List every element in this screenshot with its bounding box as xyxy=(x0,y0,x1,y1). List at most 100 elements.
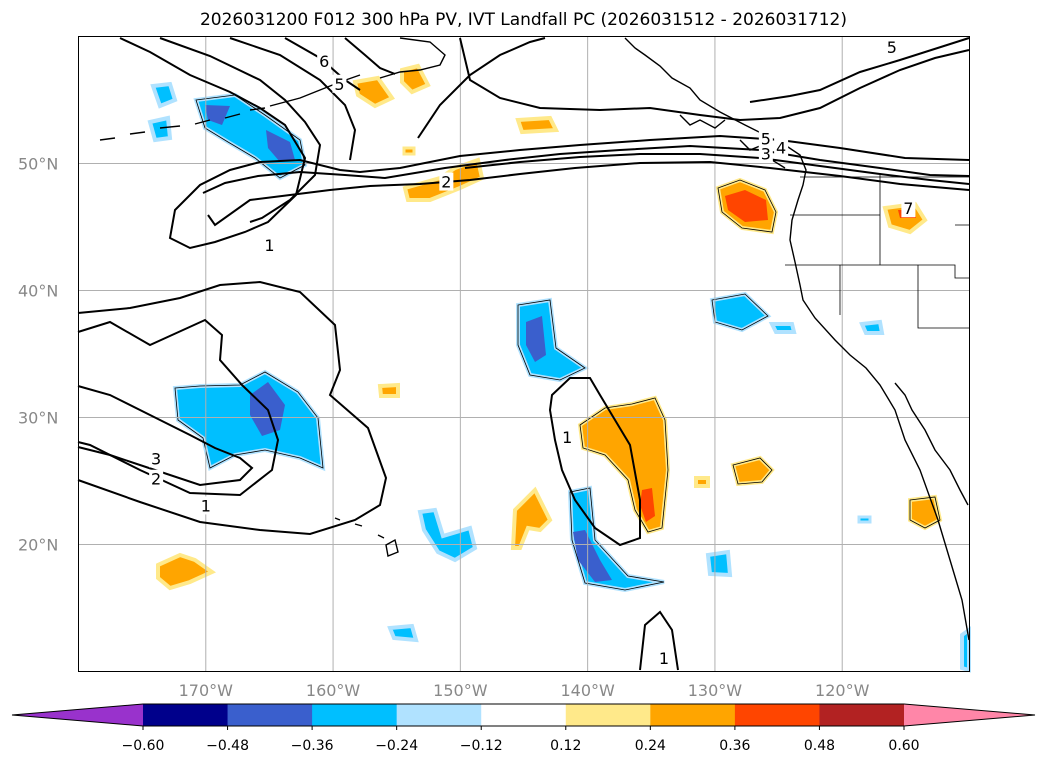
pv-contour-label: 1 xyxy=(562,428,572,447)
pv-contour-label: 2 xyxy=(151,470,161,489)
aleutians xyxy=(99,107,266,141)
ivt-shading xyxy=(147,63,971,673)
state-borders xyxy=(785,175,969,329)
colorbar-tick-label: −0.12 xyxy=(459,738,503,754)
pv-contour-label: 5 xyxy=(887,38,897,57)
ivt-outline xyxy=(717,179,777,233)
lon-tick-label: 150°W xyxy=(433,681,488,700)
alaska-coast xyxy=(379,37,446,79)
pv-contour-label: 2 xyxy=(441,173,451,192)
colorbar-bin xyxy=(396,704,482,726)
coastlines xyxy=(99,37,970,641)
shading-blue xyxy=(147,115,173,143)
map-title: 2026031200 F012 300 hPa PV, IVT Landfall… xyxy=(199,10,847,30)
shading-royal-blue xyxy=(205,105,230,125)
pv-contour xyxy=(207,160,970,227)
gridlines xyxy=(78,36,970,672)
lon-tick-label: 130°W xyxy=(687,681,743,700)
pv-contour-label: 1 xyxy=(264,236,274,255)
colorbar-under-triangle xyxy=(12,704,143,726)
pv-label-background xyxy=(774,138,789,157)
lon-tick-label: 170°W xyxy=(178,681,233,700)
pv-contour xyxy=(77,280,388,536)
colorbar-bin xyxy=(565,704,651,726)
lat-tick-label: 20°N xyxy=(18,535,59,554)
pv-label-background xyxy=(758,144,773,163)
shading-royal-blue xyxy=(573,530,612,582)
pv-contour xyxy=(159,37,322,223)
ivt-outline xyxy=(195,94,306,179)
shading-orange xyxy=(694,476,710,488)
colorbar-tick-label: 0.36 xyxy=(719,738,751,754)
lon-tick-label: 140°W xyxy=(560,681,615,700)
baja-california xyxy=(894,382,969,506)
map-frame xyxy=(78,36,970,672)
pv-label-background xyxy=(758,129,773,148)
shading-royal-blue xyxy=(266,130,295,162)
shading-orange xyxy=(510,486,553,550)
alaska-peninsula xyxy=(269,74,361,107)
shading-orange xyxy=(156,552,217,591)
pv-contour-label: 7 xyxy=(903,199,913,218)
colorbar-bin xyxy=(227,704,313,726)
pv-contour xyxy=(344,37,396,75)
colorbar-outline xyxy=(11,703,1036,727)
colorbar-bin xyxy=(650,704,736,726)
ivt-outline xyxy=(732,457,773,485)
shading-blue xyxy=(709,291,772,333)
colorbar-tick-label: 0.48 xyxy=(803,738,836,754)
ivt-outline xyxy=(569,487,665,591)
shading-orange xyxy=(402,146,416,156)
shading-blue xyxy=(857,515,872,524)
pv-contour-label: 3 xyxy=(151,449,161,468)
colorbar xyxy=(11,703,1036,730)
pv-contour xyxy=(284,37,361,91)
pv-label-background xyxy=(317,51,332,70)
pv-label-background xyxy=(657,648,672,667)
shading-red xyxy=(640,488,655,522)
pv-contour xyxy=(464,153,970,185)
pv-label-background xyxy=(198,496,213,515)
colorbar-tick-label: 0.24 xyxy=(634,738,666,754)
colorbar-bin xyxy=(143,704,229,726)
shading-blue xyxy=(705,549,733,578)
shading-royal-blue xyxy=(526,316,546,362)
na-west-coast xyxy=(624,37,970,641)
lon-tick-label: 160°W xyxy=(305,681,361,700)
colorbar-bin xyxy=(734,704,820,726)
pv-contour xyxy=(202,144,970,194)
shading-blue xyxy=(768,322,797,334)
shading-blue xyxy=(150,81,178,109)
shading-orange xyxy=(515,115,560,135)
colorbar-tick-label: −0.48 xyxy=(206,738,249,754)
pv-contour xyxy=(77,385,254,487)
colorbar-tick-label: −0.60 xyxy=(121,738,165,754)
pv-contour-label: 4 xyxy=(776,138,786,157)
colorbar-tick-label: 0.60 xyxy=(888,738,920,754)
shading-orange xyxy=(377,382,400,398)
hawaii xyxy=(334,517,399,557)
borders xyxy=(785,175,969,329)
pv-label-background xyxy=(332,74,347,93)
lon-tick-label: 120°W xyxy=(815,681,870,700)
colorbar-tick-label: 0.12 xyxy=(550,738,582,754)
pv-contour xyxy=(459,37,970,122)
colorbar-over-triangle xyxy=(904,704,1035,726)
pv-contour xyxy=(749,37,970,103)
pv-label-background xyxy=(560,427,575,446)
pv-contour-label: 5 xyxy=(761,129,771,148)
shading-orange xyxy=(730,455,775,487)
pv-contour xyxy=(119,37,970,250)
shading-blue xyxy=(417,507,478,563)
pv-label-background xyxy=(149,469,164,488)
colorbar-bin xyxy=(312,704,398,726)
shading-blue xyxy=(387,623,419,643)
shading-red xyxy=(725,190,768,222)
pv-label-background xyxy=(149,449,164,468)
ivt-outline xyxy=(517,299,586,381)
pv-label-background xyxy=(884,37,899,56)
shading-orange xyxy=(352,75,396,109)
colorbar-bin xyxy=(819,704,905,726)
